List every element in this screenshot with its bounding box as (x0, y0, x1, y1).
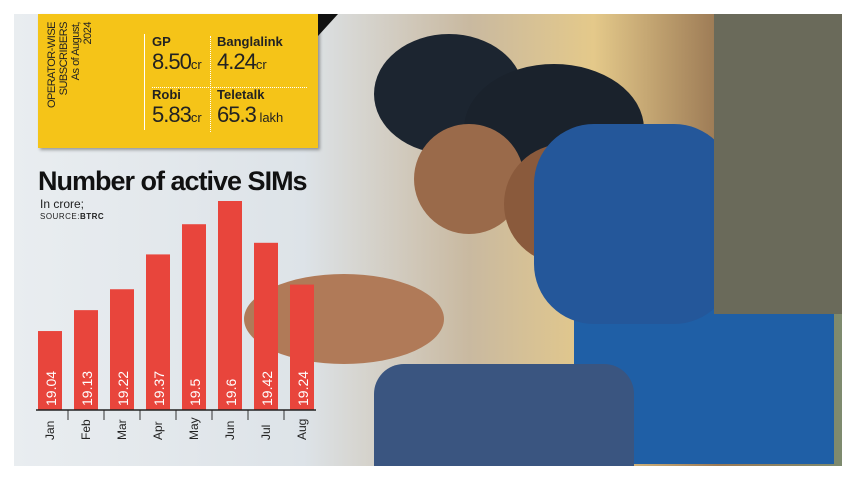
x-tick-label: Jun (223, 421, 237, 440)
operator-name: Banglalink (217, 34, 283, 49)
operator-name: Teletalk (217, 87, 265, 102)
source-label: SOURCE: (40, 212, 80, 221)
operator-unit: cr (255, 57, 267, 72)
data-label: 19.42 (259, 371, 275, 406)
operator-gp: GP 8.50cr (152, 34, 202, 75)
bar-apr (146, 254, 170, 410)
x-tick-label: Feb (79, 419, 93, 440)
chart-title: Number of active SIMs (38, 166, 308, 196)
data-label: 19.5 (187, 379, 203, 406)
photo-shirt-left (534, 124, 734, 324)
data-label: 19.24 (295, 371, 311, 406)
operator-subscribers-panel: OPERATOR-WISE SUBSCRIBERS As of August, … (38, 14, 318, 148)
bar-jun (218, 201, 242, 410)
photo-legs (374, 364, 634, 466)
data-label: 19.22 (115, 371, 131, 406)
panel-divider (152, 87, 307, 88)
bar-feb (74, 310, 98, 410)
bar-jul (254, 242, 278, 410)
x-tick-label: Jan (43, 421, 57, 440)
bar-mar (110, 289, 134, 410)
operator-name: GP (152, 34, 171, 49)
chart-source: SOURCE:BTRC (40, 212, 104, 221)
x-tick-label: Aug (295, 419, 309, 440)
data-label: 19.37 (151, 371, 167, 406)
panel-divider (210, 36, 211, 132)
source-name: BTRC (79, 212, 105, 221)
bar-aug (290, 284, 314, 410)
operator-unit: lakh (255, 110, 284, 125)
operator-value: 8.50 (152, 49, 192, 74)
photo-doorway (714, 14, 842, 314)
panel-divider (144, 34, 145, 130)
bar-jan (38, 331, 62, 410)
operator-unit: cr (190, 110, 202, 125)
operator-banglalink: Banglalink 4.24cr (217, 34, 283, 75)
data-label: 19.04 (43, 371, 59, 406)
x-tick-label: Mar (115, 419, 129, 440)
chart-subtitle: In crore; (40, 197, 85, 211)
operator-teletalk: Teletalk 65.3 lakh (217, 87, 283, 128)
operator-value: 5.83 (152, 102, 192, 127)
operator-name: Robi (152, 87, 181, 102)
data-label: 19.13 (79, 371, 95, 406)
operator-unit: cr (190, 57, 202, 72)
data-label: 19.6 (223, 379, 239, 406)
operator-value: 4.24 (217, 49, 257, 74)
panel-corner-fold (318, 14, 338, 36)
bar-may (182, 224, 206, 410)
operator-value: 65.3 (217, 102, 257, 127)
x-tick-label: Jul (259, 425, 273, 440)
operator-robi: Robi 5.83cr (152, 87, 202, 128)
background-photo (14, 14, 842, 466)
x-tick-label: May (187, 417, 201, 440)
x-tick-label: Apr (151, 421, 165, 440)
